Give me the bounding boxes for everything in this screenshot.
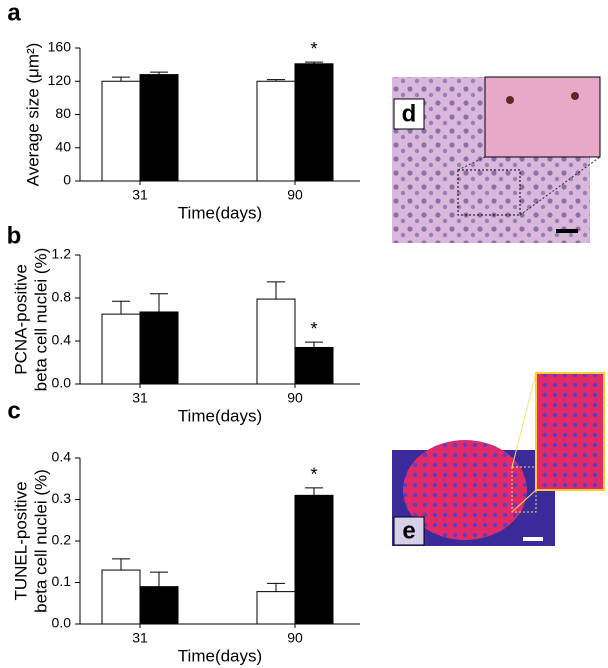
bar: [139, 586, 179, 625]
y-tick-label: 0: [63, 172, 71, 188]
y-tick-label: 0.4: [52, 449, 72, 465]
zoom-line: [457, 156, 486, 171]
y-tick-label: 120: [48, 72, 72, 88]
bar: [256, 80, 296, 182]
y-axis-title: TUNEL-positive: [11, 481, 30, 600]
x-tick-label: 90: [287, 390, 303, 406]
bar: [139, 74, 179, 182]
x-axis-title: Time(days): [178, 646, 262, 665]
zoom-box: [457, 169, 521, 216]
zoom-line: [519, 156, 601, 216]
y-axis-title: beta cell nuclei (%): [31, 469, 50, 613]
bar: [139, 311, 179, 385]
significance: *: [310, 319, 317, 339]
y-tick-label: 0.4: [52, 332, 72, 348]
x-axis-title: Time(days): [178, 203, 262, 222]
bar: [256, 298, 296, 385]
y-tick-label: 80: [55, 105, 71, 121]
bar: [294, 63, 334, 182]
islet: [403, 440, 527, 540]
significance: *: [310, 465, 317, 485]
x-tick-label: 31: [132, 187, 148, 203]
y-tick-label: 0.3: [52, 490, 72, 506]
nucleus: [506, 96, 514, 104]
panel-label: c: [7, 397, 20, 424]
panel-label: d: [402, 100, 417, 127]
x-tick-label: 90: [287, 630, 303, 646]
scale-bar: [523, 537, 543, 541]
x-tick-label: 31: [132, 390, 148, 406]
label-box: [393, 98, 425, 130]
zoom-line: [511, 372, 537, 468]
inset: [535, 372, 605, 491]
panel-label: a: [7, 0, 21, 26]
zoom-line: [511, 489, 537, 513]
x-tick-label: 31: [132, 630, 148, 646]
significance: *: [310, 39, 317, 59]
bar: [101, 313, 141, 385]
panel-label: b: [7, 222, 22, 249]
label-box: [393, 516, 425, 546]
y-tick-label: 0.2: [52, 532, 72, 548]
bar: [101, 569, 141, 625]
nucleus: [571, 92, 579, 100]
bar: [256, 591, 296, 625]
zoom-box: [511, 466, 537, 513]
bar: [294, 494, 334, 625]
y-tick-label: 40: [55, 138, 71, 154]
bar: [294, 346, 334, 385]
y-tick-label: 0.0: [52, 375, 72, 391]
y-tick-label: 0.1: [52, 573, 72, 589]
bar: [101, 80, 141, 182]
y-axis-title: Average size (μm²): [23, 43, 42, 187]
y-tick-label: 160: [48, 39, 72, 55]
inset: [484, 76, 601, 158]
micrograph-d: [392, 76, 601, 243]
y-tick-label: 1.2: [52, 246, 72, 262]
scale-bar: [556, 229, 578, 233]
x-tick-label: 90: [287, 187, 303, 203]
y-axis-title: beta cell nuclei (%): [31, 248, 50, 392]
x-axis-title: Time(days): [178, 406, 262, 425]
panel-label: e: [402, 517, 415, 544]
y-tick-label: 0.8: [52, 289, 72, 305]
y-tick-label: 0.0: [52, 615, 72, 631]
micrograph-e: [392, 372, 605, 546]
y-axis-title: PCNA-positive: [11, 264, 30, 375]
